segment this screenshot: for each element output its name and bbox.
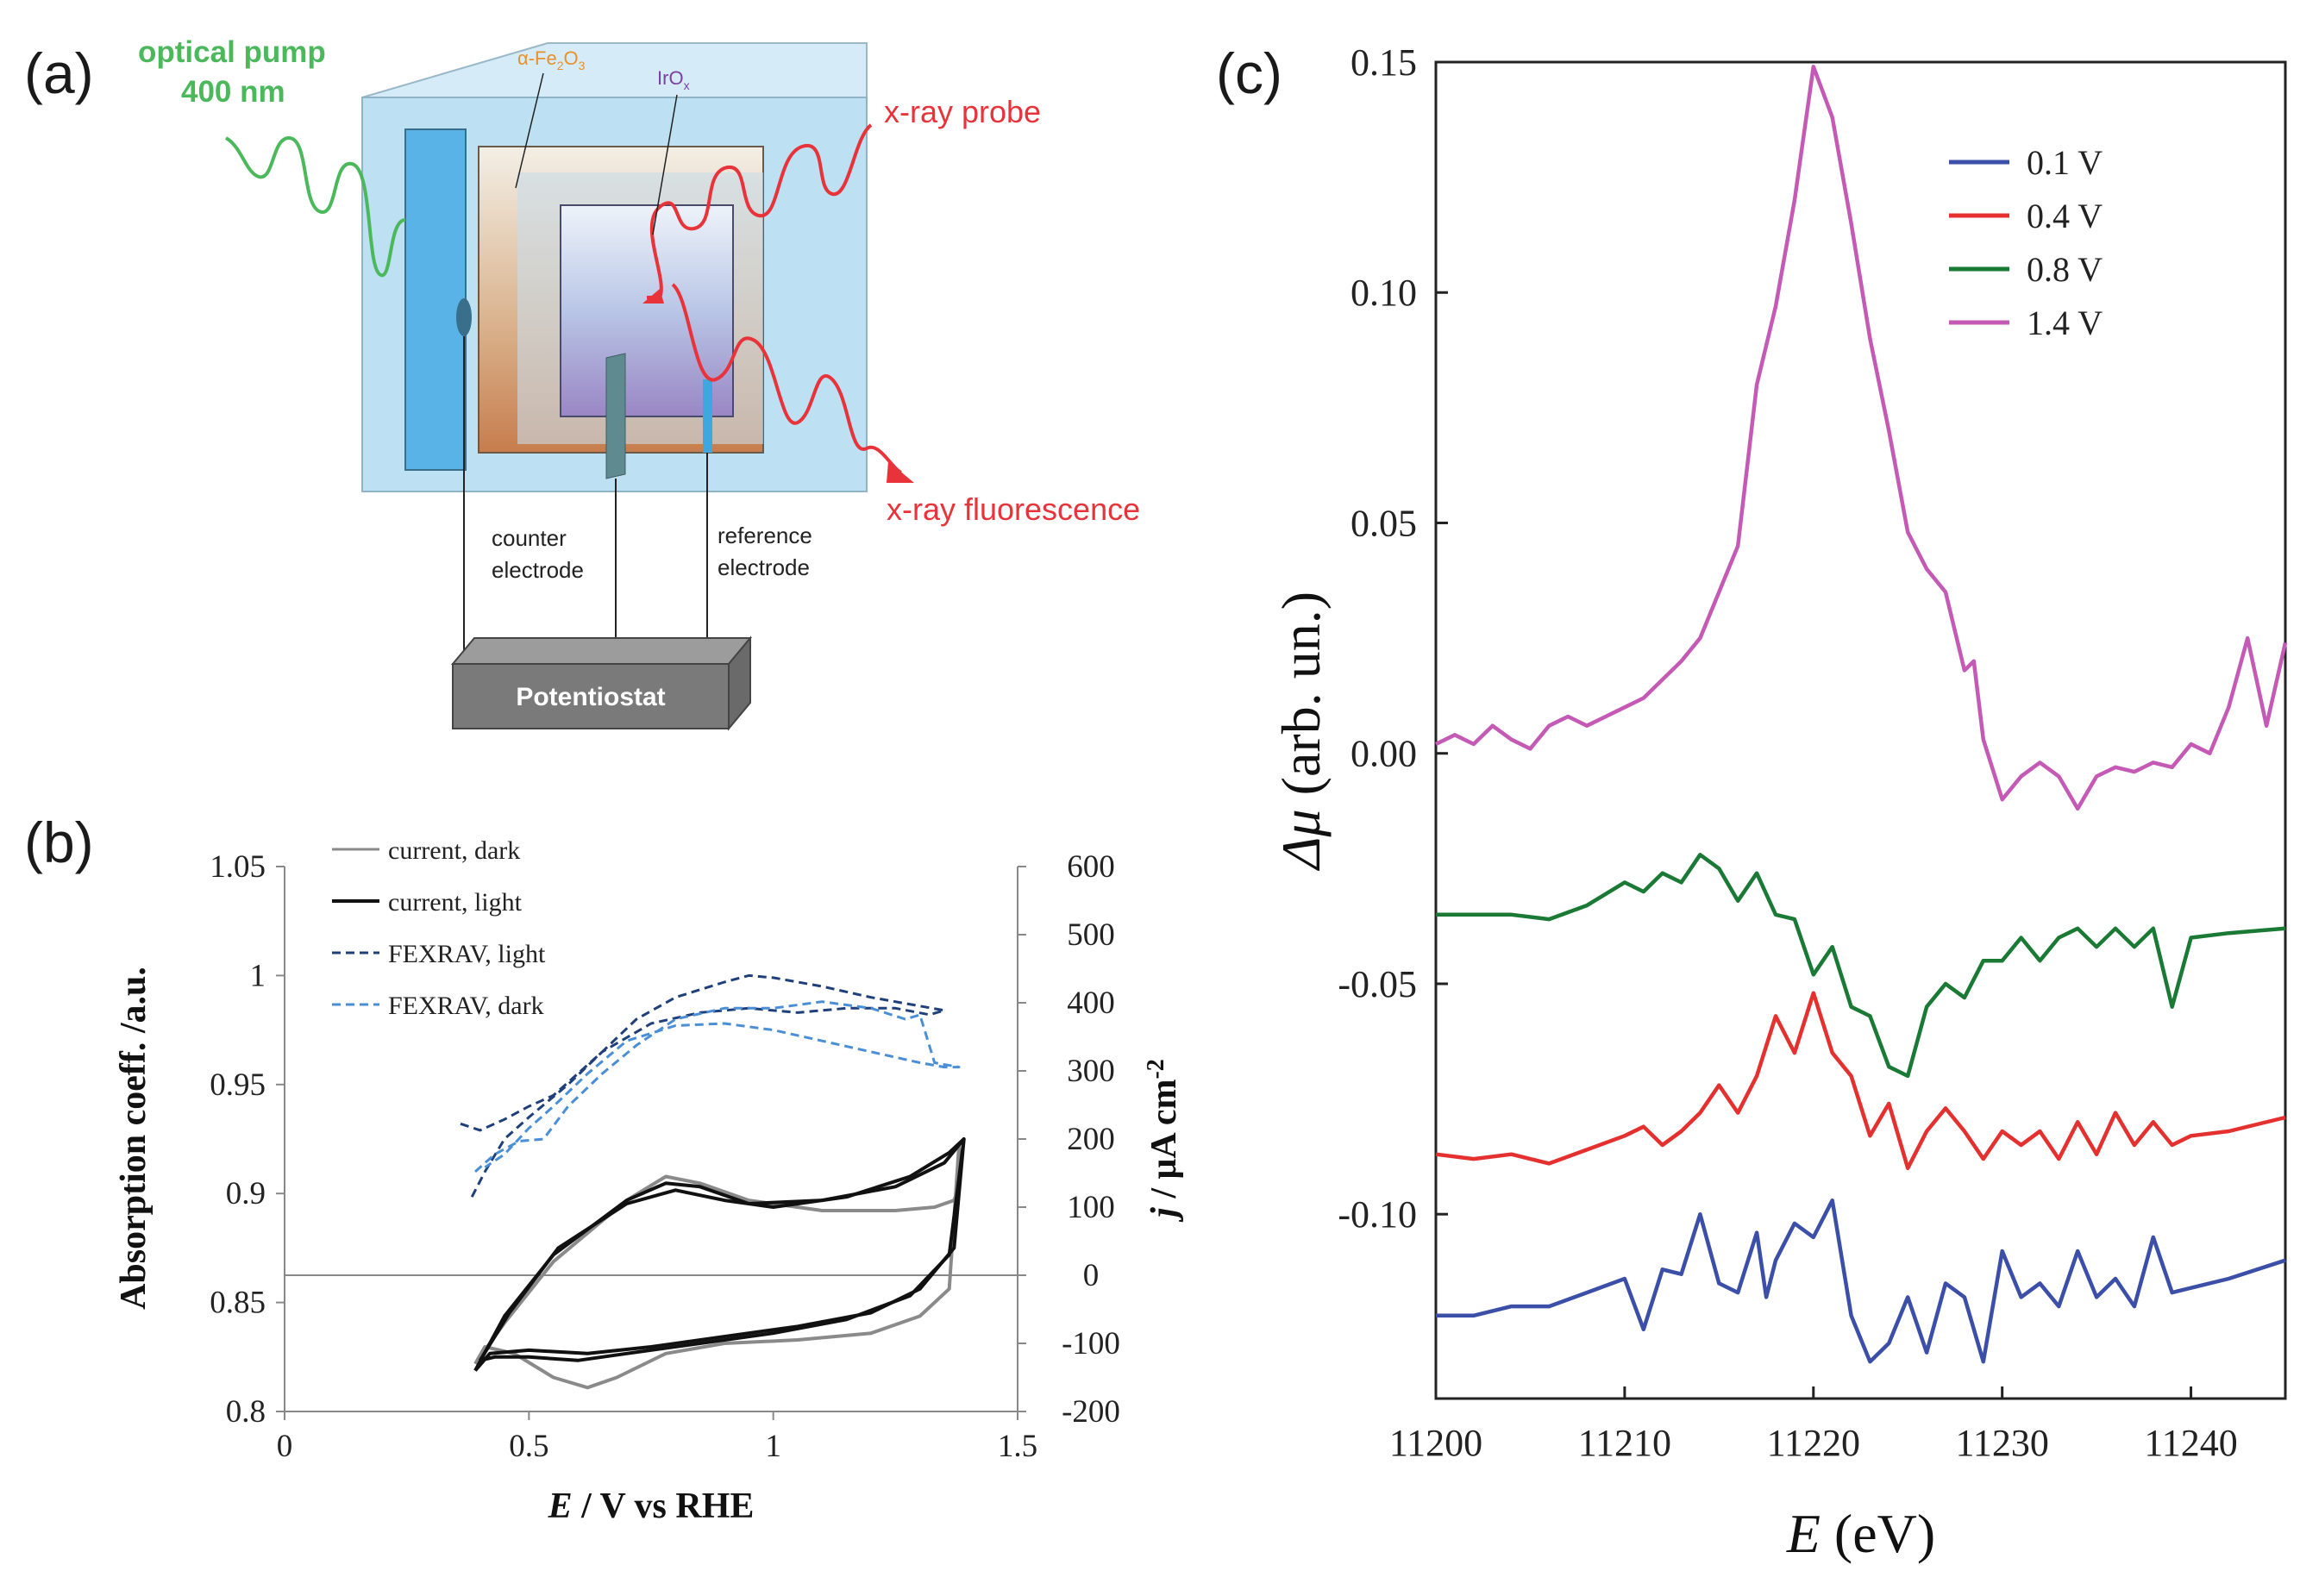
xray-fluorescence-arrowhead bbox=[887, 461, 914, 483]
chart-c-ytick-label: 0.10 bbox=[1351, 272, 1417, 314]
chart-c-ytick-label: 0.00 bbox=[1351, 733, 1417, 775]
counter-electrode-plate bbox=[605, 353, 626, 479]
chart-b-y2tick-label: 400 bbox=[1067, 986, 1115, 1021]
chart-b-ytick-label: 0.9 bbox=[226, 1176, 266, 1211]
chart-c-ytick-label: 0.15 bbox=[1351, 41, 1417, 84]
chart-c-x-ticks: 11200 11210 11220 11230 11240 bbox=[1389, 1386, 2238, 1464]
reference-electrode-label-2: electrode bbox=[718, 554, 810, 580]
irox-leader bbox=[652, 94, 678, 235]
legend-c-label-0: 0.1 V bbox=[2027, 143, 2103, 182]
chart-c-ytick-label: -0.05 bbox=[1338, 963, 1417, 1005]
chart-b-xtick-label: 0 bbox=[277, 1429, 293, 1464]
working-electrode-plate bbox=[404, 128, 467, 471]
chart-b-series-line-4 bbox=[474, 1000, 961, 1174]
chart-b-y2tick-label: 100 bbox=[1067, 1190, 1115, 1225]
xray-probe-wave bbox=[647, 123, 873, 299]
chart-c-xtick-label: 11210 bbox=[1578, 1422, 1671, 1464]
legend-b-label-1: current, light bbox=[388, 888, 523, 917]
chart-b-y2tick-label: 200 bbox=[1067, 1122, 1115, 1157]
xray-fluorescence-wave bbox=[671, 283, 903, 474]
chart-b-y-ticks: 0.8 0.85 0.9 0.95 1 1.05 bbox=[210, 849, 285, 1430]
panel-label-a: (a) bbox=[24, 41, 94, 105]
chart-c-series-line-3 bbox=[1435, 65, 2288, 811]
chart-c: -0.10-0.050.000.050.100.15 11200 11210 112… bbox=[1270, 41, 2288, 1564]
counter-electrode-label-2: electrode bbox=[492, 557, 584, 583]
irox-label: IrOx bbox=[657, 67, 690, 92]
chart-c-ytick-label: -0.10 bbox=[1338, 1193, 1417, 1236]
optical-pump-wave bbox=[224, 135, 406, 278]
legend-b-label-0: current, dark bbox=[388, 836, 520, 865]
chart-c-xtick-label: 11220 bbox=[1767, 1422, 1860, 1464]
legend-b-label-2: FEXRAV, light bbox=[388, 940, 546, 968]
chart-b: 0.8 0.85 0.9 0.95 1 1.05 -200 -100 0 100 200 300 40… bbox=[114, 836, 1184, 1526]
chart-b-xtick-label: 1 bbox=[765, 1429, 781, 1464]
chart-b-y2label: j / μA cm-2 bbox=[1143, 1059, 1184, 1223]
chart-b-xtick-label: 1.5 bbox=[998, 1429, 1037, 1464]
chart-c-ytick-label: 0.05 bbox=[1351, 502, 1417, 544]
contact-dot bbox=[456, 298, 472, 336]
diagram-panel-a: Potentiostat optical pump 400 nm x-ray p… bbox=[138, 35, 1140, 731]
chart-b-y2tick-label: 300 bbox=[1067, 1054, 1115, 1089]
legend-b-label-3: FEXRAV, dark bbox=[388, 992, 544, 1020]
chart-b-ytick-label: 1 bbox=[250, 958, 266, 993]
chart-b-ytick-label: 0.85 bbox=[210, 1286, 266, 1321]
fe2o3-label: α-Fe2O3 bbox=[517, 47, 586, 72]
chart-b-xtick-label: 0.5 bbox=[509, 1429, 548, 1464]
potentiostat-label: Potentiostat bbox=[516, 683, 665, 711]
chart-c-y-ticks: -0.10 -0.05 0.00 0.05 0.10 0.15 bbox=[1338, 41, 1448, 1236]
panel-label-c: (c) bbox=[1216, 41, 1282, 105]
chart-b-y2tick-label: 600 bbox=[1067, 849, 1115, 885]
chart-c-frame bbox=[1434, 60, 2287, 1400]
chart-c-xtick-label: 11200 bbox=[1389, 1422, 1482, 1464]
chart-c-series-line-0 bbox=[1436, 1198, 2286, 1364]
legend-c-label-2: 0.8 V bbox=[2027, 250, 2103, 289]
chart-b-series bbox=[460, 973, 966, 1390]
cell-back-face bbox=[361, 42, 868, 98]
xray-probe-arrowhead bbox=[642, 289, 664, 304]
reference-electrode-rod bbox=[703, 379, 712, 453]
chart-b-y2-ticks: -200 -100 0 100 200 300 400 500 600 bbox=[1018, 849, 1120, 1430]
chart-b-y2tick-label: 500 bbox=[1067, 917, 1115, 953]
xray-fluorescence-label: x-ray fluorescence bbox=[887, 491, 1140, 527]
chart-b-ytick-label: 0.8 bbox=[226, 1394, 266, 1430]
xray-probe-label: x-ray probe bbox=[884, 94, 1041, 129]
chart-b-xlabel: E / V vs RHE bbox=[548, 1486, 755, 1526]
chart-b-y2tick-label: -200 bbox=[1062, 1394, 1120, 1430]
chart-c-xtick-label: 11230 bbox=[1955, 1422, 2048, 1464]
panel-label-b: (b) bbox=[24, 811, 94, 874]
reference-electrode-label: reference bbox=[718, 523, 812, 548]
chart-b-ytick-label: 1.05 bbox=[210, 849, 266, 885]
chart-b-x-ticks: 0 0.5 1 1.5 bbox=[277, 1411, 1037, 1464]
chart-b-series-line-1 bbox=[473, 1137, 966, 1372]
chart-c-xtick-label: 11240 bbox=[2144, 1422, 2237, 1464]
fe2o3-leader bbox=[515, 72, 544, 189]
chart-b-y2tick-label: 0 bbox=[1083, 1258, 1100, 1293]
legend-c-label-1: 0.4 V bbox=[2027, 197, 2103, 235]
chart-c-xlabel: E (eV) bbox=[1786, 1503, 1935, 1564]
chart-b-legend: current, dark current, light FEXRAV, lig… bbox=[332, 836, 546, 1020]
chart-b-series-line-2 bbox=[478, 1137, 966, 1362]
chart-b-ytick-label: 0.95 bbox=[210, 1067, 266, 1103]
chart-b-series-line-3 bbox=[460, 973, 946, 1201]
chart-c-series bbox=[1435, 65, 2288, 1364]
optical-pump-label: optical pump bbox=[138, 35, 326, 69]
chart-c-series-line-2 bbox=[1436, 853, 2286, 1079]
chart-c-legend: 0.1 V 0.4 V 0.8 V 1.4 V bbox=[1949, 143, 2103, 342]
chart-c-series-line-1 bbox=[1435, 991, 2286, 1171]
legend-c-label-3: 1.4 V bbox=[2027, 304, 2103, 342]
optical-pump-wavelength: 400 nm bbox=[181, 75, 285, 109]
chart-b-y2tick-label: -100 bbox=[1062, 1326, 1120, 1361]
potentiostat-top bbox=[450, 637, 753, 665]
chart-b-ylabel: Absorption coeff. /a.u. bbox=[114, 967, 154, 1310]
counter-electrode-label: counter bbox=[492, 525, 567, 551]
chart-c-ylabel: Δμ (arb. un.) bbox=[1270, 591, 1332, 872]
potentiostat-box bbox=[452, 663, 730, 729]
